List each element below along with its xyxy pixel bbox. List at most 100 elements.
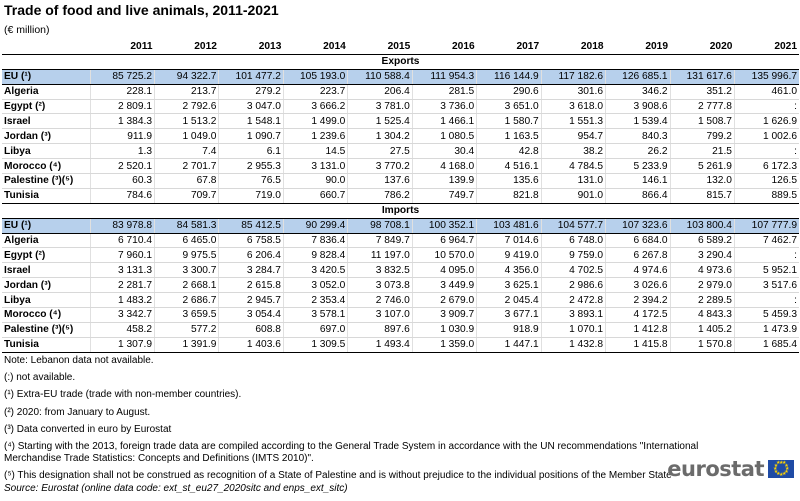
year-header: 2018 [541,40,606,55]
row-label: Egypt (²) [2,99,91,115]
logo-text: eurostat [667,457,764,481]
value-cell: 111 954.3 [411,69,477,85]
year-header: 2021 [734,40,799,55]
value-cell: 107 323.6 [605,218,670,234]
value-cell: 3 052.0 [282,277,348,294]
flag-star-icon: ★ [782,460,787,467]
flag-star-icon: ★ [782,470,787,477]
value-cell: : [733,143,799,160]
table-row: Palestine (³)(⁵) 458.2 577.2 608.8 697.0 897.… [2,322,799,338]
note-not-available: (:) not available. [4,372,76,384]
note-4: (⁴) Starting with the 2013, foreign trad… [4,440,699,464]
value-cell: 3 290.4 [669,247,735,264]
value-cell: 1 539.4 [605,113,670,130]
value-cell: 3 578.1 [282,307,348,323]
value-cell: 1 049.0 [153,128,219,145]
value-cell: 279.2 [218,84,284,100]
value-cell: 100 352.1 [411,218,477,234]
value-cell: 9 828.4 [282,247,348,264]
value-cell: 2 353.4 [282,292,348,309]
value-cell: 697.0 [282,322,348,338]
value-cell: 3 781.0 [347,99,413,115]
value-cell: 42.8 [476,143,542,160]
year-header: 2012 [154,40,219,55]
row-label: Libya [2,143,91,160]
trade-table: 2011 2012 2013 2014 2015 2016 2017 2018 2019 2020… [2,40,799,353]
value-cell: 2 701.7 [153,158,219,175]
value-cell: 3 342.7 [89,307,155,323]
value-cell: 6 267.8 [605,247,670,264]
value-cell: 3 666.2 [282,99,348,115]
table-row: Tunisia 784.6 709.7 719.0 660.7 786.2 749.7 821… [2,188,799,204]
value-cell: 3 677.1 [476,307,542,323]
note-lebanon: Note: Lebanon data not available. [4,355,154,366]
value-cell: 135.6 [476,173,542,189]
row-label: Algeria [2,84,91,100]
source-line: Source: Eurostat (online data code: ext_… [4,483,348,495]
value-cell: 7 836.4 [282,233,348,249]
row-label: Egypt (²) [2,247,91,264]
value-cell: 577.2 [153,322,219,338]
value-cell: 7.4 [153,143,219,160]
table-row: Israel 1 384.3 1 513.2 1 548.1 1 499.0 1 525.… [2,113,799,130]
table-row: Jordan (³) 2 281.7 2 668.1 2 615.8 3 052.0 3 … [2,277,799,294]
unit-label: (€ million) [4,24,50,36]
value-cell: 10 570.0 [411,247,477,264]
table-row: Algeria 228.1 213.7 279.2 223.7 206.4 281.5 290… [2,84,799,100]
flag-star-icon: ★ [779,471,784,478]
eu-flag-icon: ★ ★ ★ ★ ★ ★ ★ ★ ★ ★ ★ ★ [768,460,794,478]
note-5: (⁵) This designation shall not be constr… [4,470,672,482]
value-cell: 126.5 [733,173,799,189]
flag-star-icon: ★ [773,468,779,475]
value-cell: 3 832.5 [347,262,413,279]
table-row: Libya 1 483.2 2 686.7 2 945.7 2 353.4 2 746.0… [2,292,799,309]
flag-star-icon: ★ [773,462,779,469]
value-cell: 290.6 [476,84,542,100]
value-cell: 3 909.7 [411,307,477,323]
value-cell: 821.8 [476,188,542,204]
value-cell: 27.5 [347,143,413,160]
value-cell: 3 284.7 [218,262,284,279]
value-cell: 1 405.2 [669,322,735,338]
value-cell: 660.7 [282,188,348,204]
value-cell: : [733,247,799,264]
value-cell: : [733,292,799,309]
value-cell: 26.2 [605,143,670,160]
value-cell: 1 570.8 [669,337,735,353]
value-cell: 1 525.4 [347,113,413,130]
value-cell: 84 581.3 [153,218,219,234]
value-cell: 206.4 [347,84,413,100]
year-header: 2016 [412,40,477,55]
value-cell: 1 580.7 [476,113,542,130]
section-title: Imports [2,202,799,219]
value-cell: 83 978.8 [89,218,155,234]
value-cell: 98 708.1 [347,218,413,234]
table-row: EU (¹) 85 725.2 94 322.7 101 477.2 105 193.0… [2,69,799,85]
value-cell: 213.7 [153,84,219,100]
value-cell: 1.3 [89,143,155,160]
row-label: Jordan (³) [2,277,91,294]
table-row: Israel 3 131.3 3 300.7 3 284.7 3 420.5 3 832.… [2,262,799,279]
row-label: Jordan (³) [2,128,91,145]
section-title: Exports [2,53,799,70]
value-cell: 6 589.2 [669,233,735,249]
table-row: Libya 1.3 7.4 6.1 14.5 27.5 30.4 42.8 38.2 26.2 21… [2,143,799,160]
note-3: (³) Data converted in euro by Eurostat [4,423,172,435]
year-header: 2020 [670,40,735,55]
table-row: Morocco (⁴) 3 342.7 3 659.5 3 054.4 3 578.1 3… [2,307,799,323]
value-cell: 117 182.6 [540,69,606,85]
value-cell: 3 770.2 [347,158,413,175]
value-cell: 4 973.6 [669,262,735,279]
value-cell: 5 952.1 [733,262,799,279]
value-cell: 4 172.5 [605,307,670,323]
value-cell: 4 784.5 [540,158,606,175]
value-cell: 3 651.0 [476,99,542,115]
value-cell: 709.7 [153,188,219,204]
value-cell: 346.2 [605,84,670,100]
value-cell: 3 893.1 [540,307,606,323]
year-header: 2015 [347,40,413,55]
value-cell: 1 415.8 [605,337,670,353]
header-corner [2,40,91,55]
row-label: Algeria [2,233,91,249]
value-cell: 126 685.1 [605,69,670,85]
